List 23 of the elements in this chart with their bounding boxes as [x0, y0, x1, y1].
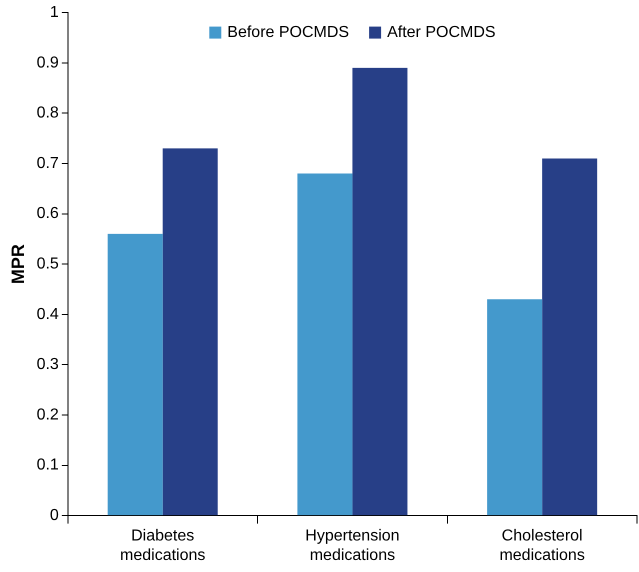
bar — [487, 299, 542, 516]
legend-label: Before POCMDS — [227, 24, 350, 42]
y-tick-label: 0.7 — [36, 154, 59, 172]
y-tick-label: 0.5 — [36, 256, 59, 273]
y-tick-label: 0 — [50, 507, 59, 524]
bar — [297, 174, 352, 516]
bar — [352, 68, 408, 516]
y-tick-label: 1 — [50, 4, 59, 22]
y-tick-label: 0.1 — [36, 456, 59, 474]
x-tick-label: Hypertension medications — [305, 528, 400, 564]
y-tick-label: 0.2 — [36, 406, 59, 424]
y-tick-label: 0.3 — [36, 356, 59, 374]
y-tick-label: 0.9 — [36, 54, 59, 72]
bar — [108, 234, 163, 516]
bar — [162, 148, 218, 516]
x-tick-label: Diabetes medications — [120, 528, 206, 564]
y-tick-label: 0.8 — [36, 104, 59, 122]
y-axis-title: MPR — [8, 244, 28, 284]
y-tick-label: 0.4 — [36, 306, 59, 323]
x-tick-label: Cholesterol medications — [499, 528, 585, 564]
bar — [542, 158, 598, 516]
y-tick-label: 0.6 — [36, 205, 59, 222]
legend-label: After POCMDS — [387, 24, 496, 42]
